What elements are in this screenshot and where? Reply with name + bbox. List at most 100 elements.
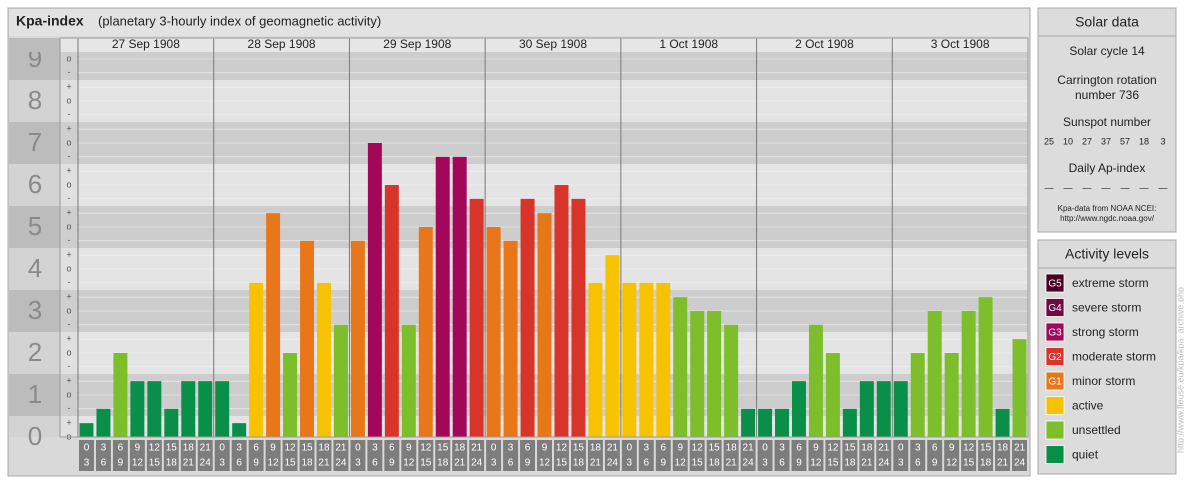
bar <box>605 255 620 437</box>
minor-tick-label: o <box>66 305 71 315</box>
hour-label: 18 <box>437 458 449 469</box>
hour-label: 9 <box>660 458 666 469</box>
hour-label: 6 <box>253 443 259 454</box>
minor-tick-label: - <box>68 193 71 203</box>
legend-swatch <box>1045 347 1065 366</box>
label-band <box>9 290 60 332</box>
day-header <box>60 38 1028 52</box>
hour-label: 3 <box>898 458 904 469</box>
hour-label: 15 <box>284 458 296 469</box>
solar-title: Solar data <box>1075 14 1139 30</box>
hour-label: 12 <box>946 458 958 469</box>
bar <box>588 282 603 437</box>
bar <box>825 353 840 437</box>
minor-tick-label: + <box>66 124 71 134</box>
bar <box>452 156 467 438</box>
hour-box <box>265 440 281 471</box>
bar <box>893 381 908 437</box>
source: http://www.ngdc.noaa.gov/ <box>1060 214 1155 223</box>
minor-tick-label: o <box>66 53 71 63</box>
hour-label: 6 <box>118 443 124 454</box>
bar <box>656 282 671 437</box>
hour-label: 9 <box>118 458 124 469</box>
source: Kpa-data from NOAA NCEI: <box>1058 204 1157 213</box>
hour-label: 18 <box>183 443 195 454</box>
hour-label: 18 <box>980 458 992 469</box>
hour-box <box>231 440 247 471</box>
minor-tick-label: o <box>66 179 71 189</box>
bar <box>215 381 230 437</box>
ap-value: — <box>1102 182 1111 192</box>
minor-band <box>60 290 78 332</box>
ap-value: — <box>1045 182 1054 192</box>
hour-box <box>435 440 451 471</box>
hour-box <box>689 440 705 471</box>
label-band <box>9 416 60 437</box>
hour-label: 21 <box>861 458 873 469</box>
hour-label: 3 <box>779 443 785 454</box>
bar <box>418 227 433 437</box>
hour-box <box>163 440 179 471</box>
hour-box <box>1012 440 1027 471</box>
minor-tick-label: - <box>68 109 71 119</box>
hour-label: 12 <box>268 458 280 469</box>
hour-label: 6 <box>372 458 378 469</box>
bar <box>283 353 298 437</box>
hour-box <box>112 440 128 471</box>
minor-band <box>60 248 78 290</box>
legend-swatch <box>1045 298 1065 317</box>
legend-label: moderate storm <box>1072 350 1156 364</box>
sunspot-number: 37 <box>1101 136 1111 146</box>
hour-box <box>316 440 332 471</box>
hour-label: 6 <box>389 443 395 454</box>
hour-box <box>842 440 858 471</box>
hour-box <box>910 440 926 471</box>
bar <box>622 282 637 437</box>
bar <box>232 423 247 437</box>
hour-label: 18 <box>709 458 721 469</box>
y-tick-label: 3 <box>28 295 42 325</box>
legend-label: strong storm <box>1072 325 1139 339</box>
hour-label: 15 <box>827 458 839 469</box>
hour-label: 0 <box>491 443 497 454</box>
minor-tick-label: + <box>66 166 71 176</box>
hour-label: 0 <box>355 443 361 454</box>
hour-label: 6 <box>101 458 107 469</box>
hour-label: 21 <box>318 458 330 469</box>
legend-label: minor storm <box>1072 374 1135 388</box>
minor-band <box>60 52 78 80</box>
hour-label: 3 <box>84 458 90 469</box>
legend-swatch <box>1045 322 1065 342</box>
hour-label: 18 <box>590 443 602 454</box>
hour-label: 24 <box>1014 458 1026 469</box>
hour-label: 18 <box>726 443 738 454</box>
label-band <box>9 80 60 122</box>
hour-box <box>961 440 977 471</box>
bar <box>249 282 264 437</box>
hour-label: 12 <box>132 458 144 469</box>
bar <box>808 324 823 437</box>
hour-box <box>333 440 349 471</box>
minor-tick-label: + <box>66 418 71 428</box>
bar <box>266 213 281 437</box>
hour-label: 3 <box>372 443 378 454</box>
minor-band <box>60 164 78 206</box>
hour-label: 15 <box>573 443 585 454</box>
hour-label: 15 <box>844 443 856 454</box>
hour-box <box>927 440 943 471</box>
sunspot-number: 25 <box>1044 136 1054 146</box>
legend-title: Activity levels <box>1065 246 1149 262</box>
hour-label: 21 <box>607 443 619 454</box>
hour-box <box>384 440 400 471</box>
sunspot-number: 57 <box>1120 136 1130 146</box>
hour-box <box>350 440 366 471</box>
hour-box <box>401 440 417 471</box>
hour-label: 3 <box>627 458 633 469</box>
bar <box>520 198 535 437</box>
hour-box <box>621 440 637 471</box>
hour-label: 15 <box>692 458 704 469</box>
bar <box>350 240 365 437</box>
chart-subtitle: (planetary 3-hourly index of geomagnetic… <box>98 13 381 28</box>
hour-box <box>197 440 213 471</box>
hour-label: 0 <box>84 443 90 454</box>
